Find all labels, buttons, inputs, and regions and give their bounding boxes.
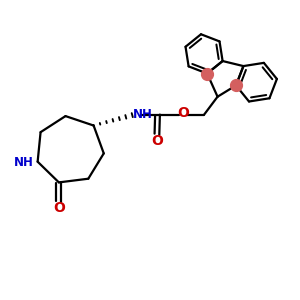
Text: NH: NH bbox=[14, 156, 34, 169]
Text: O: O bbox=[53, 201, 65, 215]
Text: NH: NH bbox=[133, 108, 153, 121]
Text: O: O bbox=[151, 134, 163, 148]
Text: O: O bbox=[177, 106, 189, 120]
